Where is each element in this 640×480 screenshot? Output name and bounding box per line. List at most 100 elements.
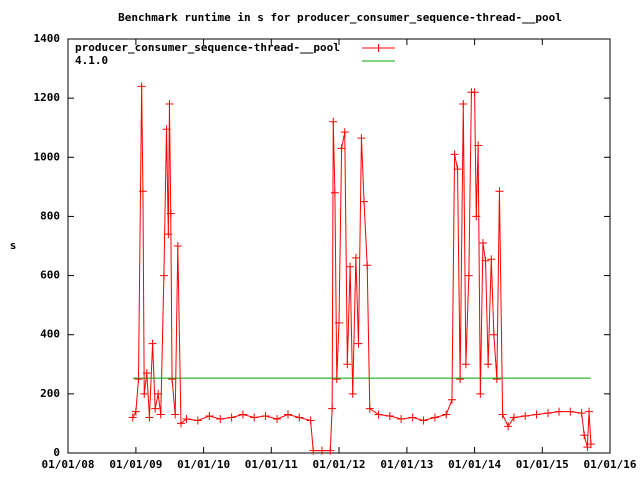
point-marker xyxy=(171,410,180,419)
point-marker xyxy=(193,416,202,425)
point-marker xyxy=(329,117,338,126)
point-marker xyxy=(137,82,146,91)
y-tick-label: 1000 xyxy=(34,150,61,163)
point-marker xyxy=(489,330,498,339)
point-marker xyxy=(317,446,326,455)
point-marker xyxy=(326,446,335,455)
point-marker xyxy=(273,414,282,423)
y-tick-label: 400 xyxy=(40,328,60,341)
y-tick-label: 0 xyxy=(53,446,60,459)
x-tick-label: 01/01/12 xyxy=(313,458,366,471)
x-tick-label: 01/01/13 xyxy=(380,458,433,471)
point-marker xyxy=(580,431,589,440)
point-marker xyxy=(532,410,541,419)
point-marker xyxy=(450,150,459,159)
point-marker xyxy=(261,412,270,421)
point-marker xyxy=(138,187,147,196)
point-marker xyxy=(360,197,369,206)
point-marker xyxy=(577,409,586,418)
point-marker xyxy=(476,389,485,398)
point-marker xyxy=(283,410,292,419)
point-marker xyxy=(340,128,349,137)
point-marker xyxy=(365,404,374,413)
point-marker xyxy=(205,412,214,421)
point-marker xyxy=(357,134,366,143)
point-marker xyxy=(408,413,417,422)
point-marker xyxy=(419,416,428,425)
y-axis-label: s xyxy=(10,239,17,252)
point-marker xyxy=(140,389,149,398)
point-marker xyxy=(470,88,479,97)
point-marker xyxy=(586,440,595,449)
point-marker xyxy=(164,230,173,239)
y-tick-label: 600 xyxy=(40,269,60,282)
point-marker xyxy=(148,339,157,348)
point-marker xyxy=(430,413,439,422)
point-marker xyxy=(309,446,318,455)
point-marker xyxy=(166,209,175,218)
point-marker xyxy=(128,413,137,422)
point-marker xyxy=(385,412,394,421)
point-marker xyxy=(250,413,259,422)
point-marker xyxy=(335,318,343,327)
point-marker xyxy=(173,242,182,250)
x-tick-label: 01/01/11 xyxy=(245,458,298,471)
point-marker xyxy=(397,414,406,423)
point-marker xyxy=(159,271,168,280)
y-tick-label: 1200 xyxy=(34,91,61,104)
point-marker xyxy=(484,360,493,369)
x-tick-label: 01/01/09 xyxy=(109,458,162,471)
legend-marker xyxy=(374,44,383,52)
point-marker xyxy=(154,389,163,398)
chart-title: Benchmark runtime in s for producer_cons… xyxy=(118,11,562,24)
point-marker xyxy=(142,369,151,378)
point-marker xyxy=(447,395,456,404)
point-marker xyxy=(328,404,337,413)
point-marker xyxy=(348,389,357,398)
legend-label: 4.1.0 xyxy=(75,54,108,67)
point-marker xyxy=(456,375,465,384)
point-marker xyxy=(544,409,553,418)
point-marker xyxy=(566,407,575,416)
point-marker xyxy=(151,404,160,413)
point-marker xyxy=(134,375,143,384)
point-marker xyxy=(182,414,191,423)
point-marker xyxy=(216,414,225,423)
x-tick-label: 01/01/16 xyxy=(584,458,637,471)
point-marker xyxy=(131,407,140,416)
point-marker xyxy=(165,100,174,109)
point-marker xyxy=(162,125,171,134)
point-marker xyxy=(168,375,177,384)
point-marker xyxy=(145,413,154,422)
point-marker xyxy=(453,165,462,174)
point-marker xyxy=(478,239,487,248)
point-marker xyxy=(459,100,468,109)
point-marker xyxy=(474,141,483,150)
point-marker xyxy=(585,407,594,416)
y-tick-label: 800 xyxy=(40,209,60,222)
point-marker xyxy=(554,407,563,416)
point-marker xyxy=(495,187,504,196)
point-marker xyxy=(343,360,352,369)
point-marker xyxy=(227,413,236,422)
point-marker xyxy=(238,410,247,419)
point-marker xyxy=(481,256,490,265)
x-tick-label: 01/01/14 xyxy=(448,458,501,471)
point-marker xyxy=(337,144,346,153)
point-marker xyxy=(492,375,501,384)
point-marker xyxy=(472,212,481,221)
x-tick-label: 01/01/15 xyxy=(516,458,569,471)
point-marker xyxy=(464,271,473,280)
legend-label: producer_consumer_sequence-thread-__pool xyxy=(75,41,340,54)
point-marker xyxy=(521,412,530,421)
point-marker xyxy=(156,410,165,419)
point-marker xyxy=(351,253,360,262)
point-marker xyxy=(504,422,513,431)
point-marker xyxy=(295,413,304,422)
point-marker xyxy=(461,360,470,369)
x-tick-label: 01/01/08 xyxy=(42,458,95,471)
y-tick-label: 1400 xyxy=(34,32,61,45)
